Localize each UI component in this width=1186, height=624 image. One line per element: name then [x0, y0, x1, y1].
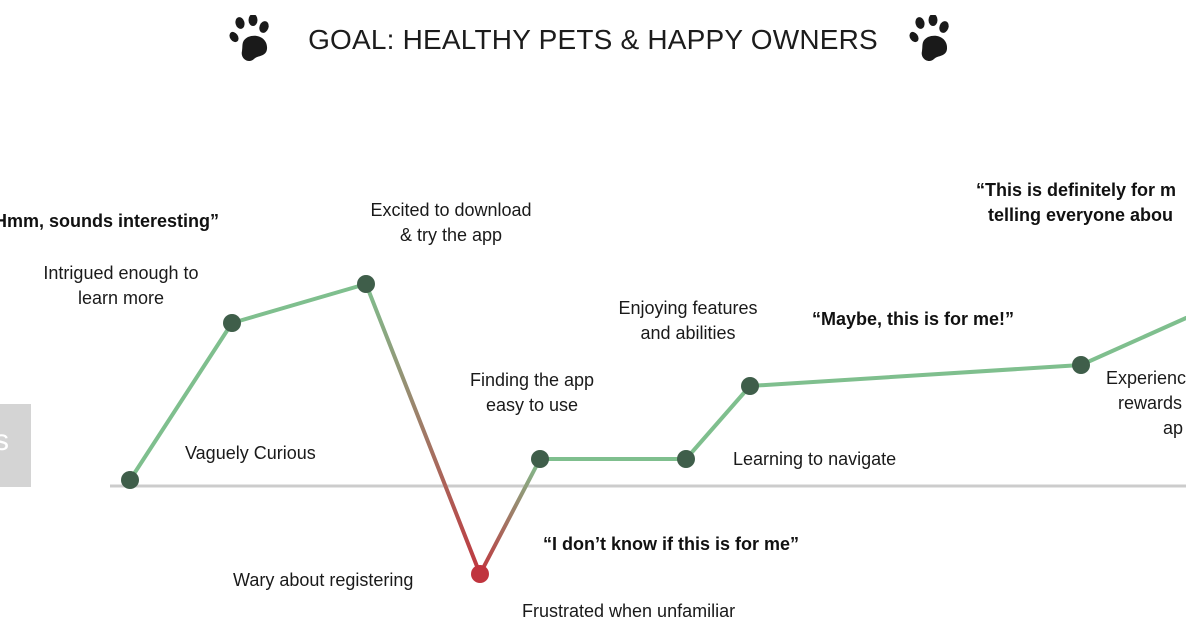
label-learning: Learning to navigate [733, 449, 897, 469]
quote-dont-know: “I don’t know if this is for me” [543, 534, 800, 554]
journey-segment [230, 282, 368, 325]
journey-segment [128, 321, 234, 482]
journey-point [677, 450, 695, 468]
journey-point [121, 471, 139, 489]
journey-segment [748, 363, 1083, 388]
header: GOAL: HEALTHY PETS & HAPPY OWNERS [0, 14, 1186, 66]
journey-segment [684, 384, 752, 461]
label-intrigued: Intrigued enough to learn more [43, 263, 199, 308]
journey-segment-decline [364, 282, 482, 576]
quote-hmm: Hmm, sounds interesting” [0, 211, 220, 231]
side-tab-glyph: s [0, 424, 9, 457]
journey-point [531, 450, 549, 468]
paw-print-icon [909, 15, 949, 62]
label-wary: Wary about registering [233, 570, 414, 590]
label-experience: Experienc rewards ap [1106, 368, 1186, 438]
journey-segment [1079, 316, 1186, 367]
label-frustrated: Frustrated when unfamiliar [522, 601, 736, 621]
page-title: GOAL: HEALTHY PETS & HAPPY OWNERS [308, 24, 878, 55]
quote-maybe: “Maybe, this is for me!” [812, 309, 1015, 329]
journey-low-point [471, 565, 489, 583]
journey-point [223, 314, 241, 332]
label-enjoying: Enjoying features and abilities [618, 298, 758, 343]
journey-segment-recovery [478, 457, 542, 576]
journey-point [357, 275, 375, 293]
label-vaguely-curious: Vaguely Curious [185, 443, 316, 463]
label-finding-easy: Finding the app easy to use [469, 370, 595, 415]
journey-point [741, 377, 759, 395]
paw-print-icon [229, 15, 269, 62]
label-excited: Excited to download & try the app [370, 200, 532, 245]
journey-point [1072, 356, 1090, 374]
journey-map [110, 275, 1186, 583]
quote-definitely: “This is definitely for m telling everyo… [976, 180, 1177, 225]
side-tab[interactable]: s [0, 404, 31, 487]
